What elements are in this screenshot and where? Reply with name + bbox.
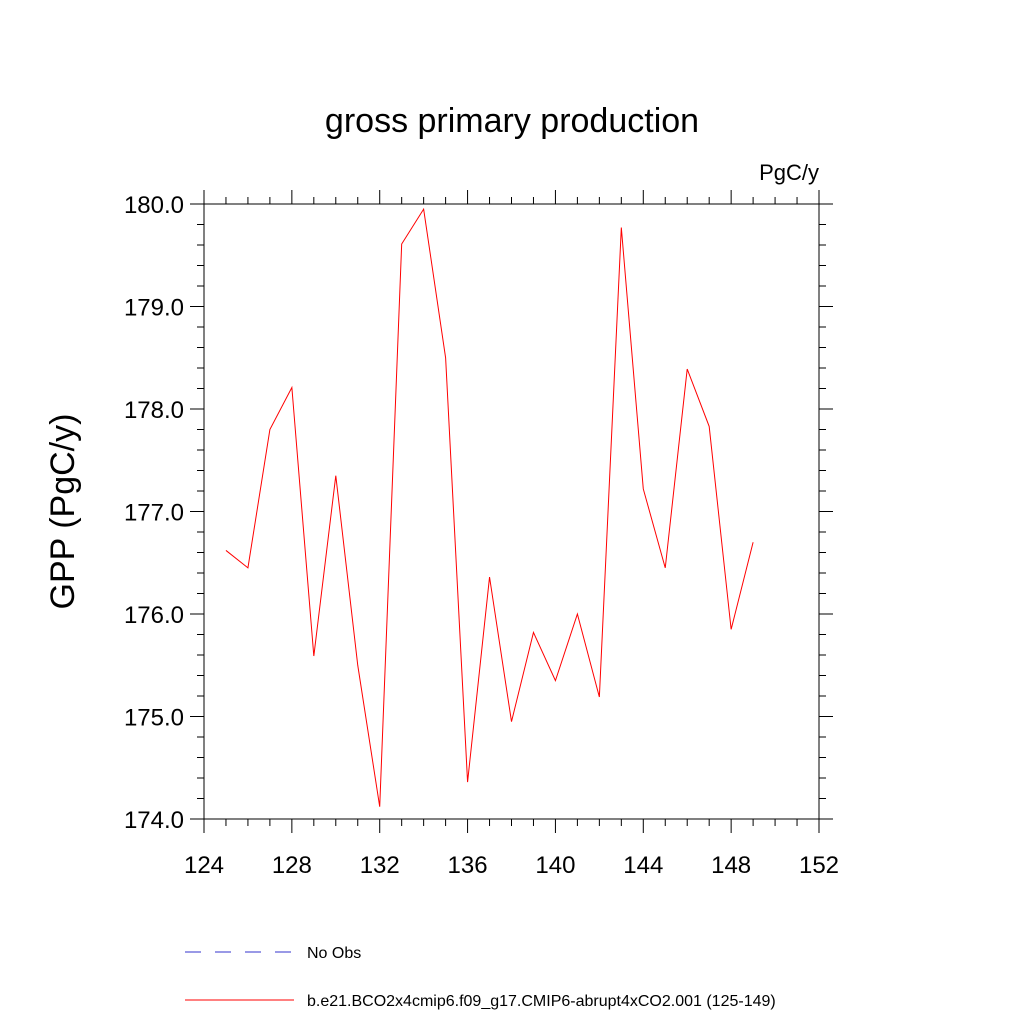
y-tick-label: 176.0: [124, 602, 184, 629]
y-tick-label: 174.0: [124, 807, 184, 834]
legend: No Obs b.e21.BCO2x4cmip6.f09_g17.CMIP6-ab…: [185, 945, 776, 1010]
x-tick-label: 152: [799, 852, 839, 879]
y-tick-label: 180.0: [124, 192, 184, 219]
y-axis-label: GPP (PgC/y): [44, 414, 82, 610]
series-line-0: [225, 207, 754, 807]
units-label: PgC/y: [759, 160, 819, 185]
x-tick-label: 144: [623, 852, 663, 879]
x-tick-label: 128: [272, 852, 312, 879]
x-tick-label: 124: [184, 852, 224, 879]
y-tick-label: 177.0: [124, 500, 184, 527]
plot-border: [203, 203, 820, 820]
plot-frame: [203, 203, 820, 820]
y-tick-label: 178.0: [124, 397, 184, 424]
axis-ticks: [190, 190, 833, 833]
y-tick-label: 175.0: [124, 705, 184, 732]
x-tick-label: 132: [360, 852, 400, 879]
plot-series: [225, 207, 754, 807]
chart-title: gross primary production: [325, 102, 699, 140]
legend-label-0: No Obs: [307, 945, 361, 962]
x-tick-label: 136: [448, 852, 488, 879]
y-tick-label: 179.0: [124, 295, 184, 322]
x-tick-label: 148: [711, 852, 751, 879]
x-tick-label: 140: [535, 852, 575, 879]
axis-tick-labels: 124 128 132 136 140 144 148 152 174.0 175.0 176.0 1…: [124, 192, 839, 879]
legend-label-1: b.e21.BCO2x4cmip6.f09_g17.CMIP6-abrupt4x…: [307, 993, 776, 1010]
